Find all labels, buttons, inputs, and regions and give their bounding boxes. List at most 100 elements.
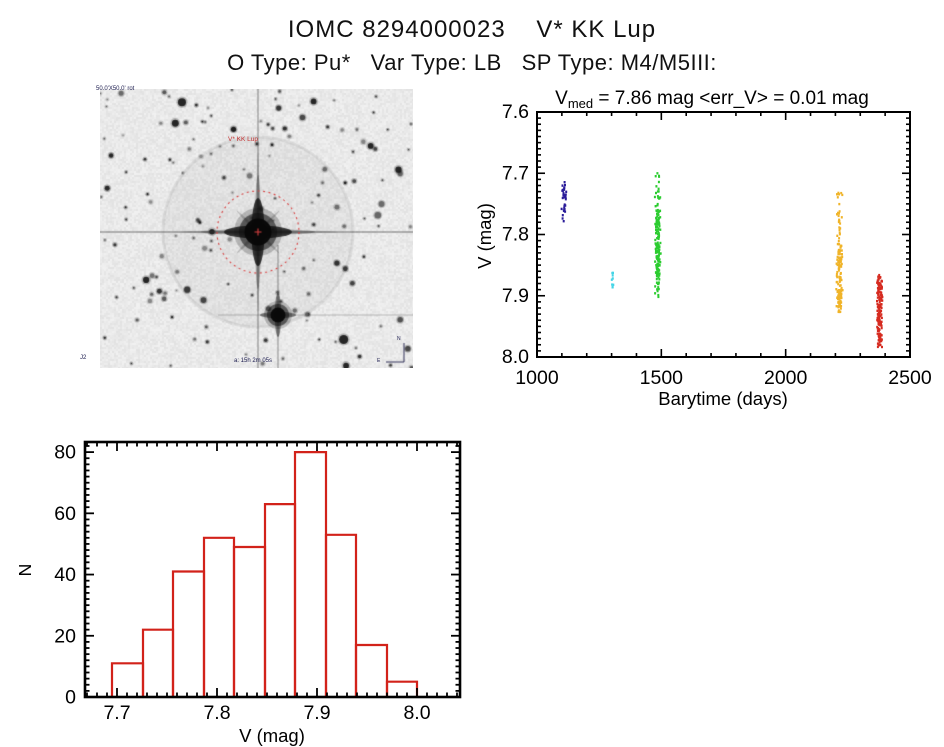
data-point bbox=[879, 303, 882, 306]
data-point bbox=[836, 193, 838, 196]
data-point bbox=[565, 190, 568, 193]
data-point bbox=[877, 327, 880, 330]
data-point bbox=[656, 202, 659, 206]
data-point bbox=[880, 291, 883, 294]
data-point bbox=[656, 251, 659, 254]
data-point bbox=[838, 193, 840, 196]
data-point bbox=[654, 238, 657, 242]
data-point bbox=[840, 301, 843, 304]
finding-chart: 50.0'X50.0' rot V* KK Lup a: 15h 2m 05s … bbox=[80, 86, 413, 368]
data-point bbox=[837, 191, 840, 195]
data-point bbox=[655, 274, 658, 278]
data-point bbox=[879, 304, 882, 308]
data-point bbox=[656, 190, 659, 193]
data-point bbox=[876, 296, 879, 299]
data-point bbox=[657, 196, 660, 199]
data-point bbox=[840, 262, 843, 266]
data-point bbox=[881, 295, 883, 298]
x-tick-label: 2000 bbox=[764, 367, 808, 389]
data-point bbox=[880, 316, 883, 320]
y-tick-label: 7.7 bbox=[502, 162, 529, 184]
lc-points bbox=[560, 172, 884, 349]
data-point bbox=[610, 278, 613, 281]
data-point bbox=[878, 332, 881, 335]
data-point bbox=[611, 286, 614, 289]
data-point bbox=[836, 289, 839, 292]
data-point bbox=[879, 286, 882, 289]
data-point bbox=[656, 289, 659, 293]
data-point bbox=[876, 299, 878, 303]
data-point bbox=[655, 216, 658, 219]
data-point bbox=[880, 334, 883, 337]
data-point bbox=[835, 272, 838, 276]
data-point bbox=[659, 228, 662, 231]
data-point bbox=[655, 230, 658, 233]
data-point bbox=[564, 210, 567, 213]
data-point bbox=[659, 241, 662, 245]
data-point bbox=[839, 299, 842, 303]
data-point bbox=[837, 289, 840, 293]
data-point bbox=[564, 193, 567, 196]
data-point bbox=[879, 282, 882, 285]
data-point bbox=[657, 180, 660, 184]
data-point bbox=[657, 272, 660, 275]
data-point bbox=[877, 320, 880, 323]
data-point bbox=[564, 196, 567, 199]
data-point bbox=[876, 281, 879, 284]
lc-title: Vmed = 7.86 mag <err_V> = 0.01 mag bbox=[555, 88, 869, 111]
data-point bbox=[564, 183, 566, 187]
finder-target-label: V* KK Lup bbox=[228, 136, 258, 143]
data-point bbox=[880, 322, 882, 325]
data-point bbox=[658, 278, 661, 281]
data-point bbox=[876, 286, 879, 290]
data-point bbox=[837, 256, 840, 259]
data-point bbox=[878, 305, 881, 308]
data-point bbox=[878, 300, 881, 303]
data-point bbox=[657, 268, 660, 272]
data-point bbox=[879, 343, 882, 347]
data-point bbox=[836, 234, 839, 237]
data-point bbox=[838, 237, 841, 240]
data-point bbox=[881, 299, 884, 302]
data-point bbox=[839, 227, 842, 230]
data-point bbox=[659, 209, 662, 212]
data-point bbox=[839, 246, 842, 249]
data-point bbox=[877, 314, 880, 318]
data-point bbox=[657, 295, 660, 299]
data-point bbox=[839, 296, 842, 299]
data-point bbox=[656, 225, 658, 228]
y-tick-label: 60 bbox=[54, 503, 76, 525]
data-point bbox=[840, 304, 843, 308]
data-point bbox=[880, 279, 883, 282]
data-point bbox=[656, 215, 659, 218]
data-point bbox=[562, 192, 565, 195]
light-curve-plot: Vmed = 7.86 mag <err_V> = 0.01 mag 1000 15… bbox=[474, 88, 932, 409]
data-point bbox=[840, 249, 843, 252]
data-point bbox=[840, 191, 843, 195]
data-point bbox=[835, 288, 838, 291]
data-point bbox=[659, 261, 662, 264]
data-point bbox=[656, 195, 659, 198]
data-point bbox=[838, 264, 841, 267]
data-point bbox=[657, 259, 660, 263]
data-point bbox=[654, 222, 657, 226]
data-point bbox=[880, 326, 883, 330]
data-point bbox=[838, 212, 840, 215]
data-point bbox=[838, 305, 841, 308]
data-point bbox=[658, 274, 661, 277]
data-point bbox=[654, 260, 657, 263]
data-point bbox=[838, 267, 841, 271]
data-point bbox=[654, 175, 657, 178]
data-point bbox=[878, 341, 881, 344]
cluster-epoch-4 bbox=[835, 191, 844, 314]
data-point bbox=[563, 196, 566, 199]
data-point bbox=[838, 243, 841, 246]
page-title: IOMC 8294000023 V* KK Lup bbox=[287, 16, 657, 43]
data-point bbox=[654, 251, 657, 254]
data-point bbox=[876, 309, 879, 312]
data-point bbox=[840, 244, 843, 248]
y-tick-label: 7.9 bbox=[502, 285, 529, 307]
data-point bbox=[836, 263, 839, 267]
data-point bbox=[877, 311, 880, 314]
data-point bbox=[837, 310, 840, 313]
